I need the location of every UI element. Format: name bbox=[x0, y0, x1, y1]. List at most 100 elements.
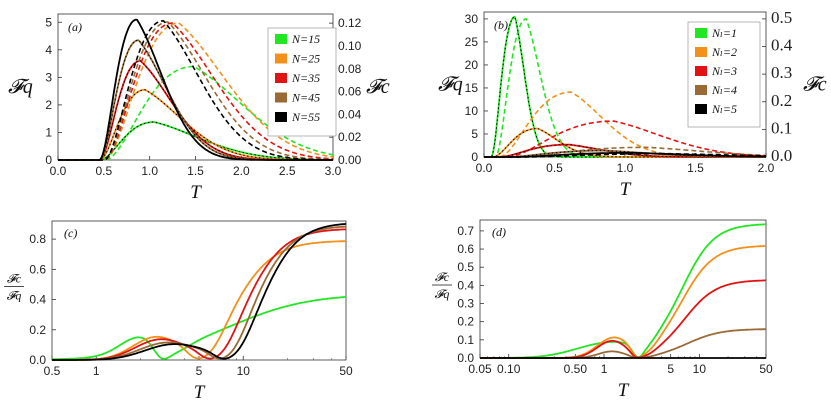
panel-a-ylabel-left: 𝓕q bbox=[8, 76, 33, 98]
panel-d-xlabel: T bbox=[618, 380, 630, 401]
panel-b-series-1-dotted bbox=[484, 128, 766, 158]
panel-a-xtick-label: 1.0 bbox=[141, 164, 158, 178]
panel-a-ylabel-right: 𝓕c bbox=[366, 76, 390, 98]
panel-b-ytick-left-label: 15 bbox=[465, 81, 479, 95]
panel-b-legend-label-0: Nₗ=1 bbox=[711, 26, 737, 40]
panel-b-ytick-right-label: 0.4 bbox=[771, 36, 793, 55]
panel-d-ytick-label: 0.1 bbox=[457, 333, 474, 347]
panel-b-ytick-left-label: 25 bbox=[465, 35, 479, 49]
panel-c-xtick-label: 50 bbox=[339, 364, 353, 378]
panel-a-series-0-dotted bbox=[58, 121, 333, 161]
panel-b-legend-swatch-3 bbox=[695, 85, 707, 95]
panel-b-ytick-right-label: 0.3 bbox=[771, 63, 792, 82]
panel-d-xtick-label: 1 bbox=[601, 362, 608, 376]
panel-b-xtick-label: 0.0 bbox=[476, 161, 493, 175]
panel-b-legend-swatch-2 bbox=[695, 66, 707, 76]
panel-b-legend-label-4: Nₗ=5 bbox=[711, 102, 737, 116]
panel-a-ytick-left-label: 2 bbox=[45, 98, 52, 112]
panel-b-legend-label-3: Nₗ=4 bbox=[711, 83, 737, 97]
panel-b-ylabel-left: 𝓕q bbox=[438, 74, 463, 96]
panel-d-label: (d) bbox=[492, 225, 506, 239]
panel-a-ytick-left-label: 3 bbox=[45, 70, 52, 84]
panel-a-legend-swatch-0 bbox=[275, 34, 287, 44]
panel-d-ytick-label: 0.5 bbox=[457, 260, 474, 274]
panel-b-xtick-label: 1.0 bbox=[617, 161, 634, 175]
panel-a-legend-label-4: N=55 bbox=[291, 110, 320, 124]
panel-d-ytick-label: 0.0 bbox=[457, 351, 474, 365]
panel-b-xtick-label: 2.0 bbox=[758, 161, 775, 175]
panel-a-legend-label-2: N=35 bbox=[291, 71, 320, 85]
panel-d-ytick-label: 0.7 bbox=[457, 224, 474, 238]
panel-a-legend-label-3: N=45 bbox=[291, 91, 320, 105]
panel-b-ytick-right-label: 0.2 bbox=[771, 91, 792, 110]
panel-d-xtick-label: 50 bbox=[759, 362, 773, 376]
panel-a-legend-swatch-4 bbox=[275, 112, 287, 122]
panel-c-label: (c) bbox=[64, 226, 77, 240]
panel-a-label: (a) bbox=[68, 20, 82, 34]
panel-c-xtick-label: 5 bbox=[196, 364, 203, 378]
panel-a-ytick-left-label: 4 bbox=[45, 43, 52, 57]
panel-b-xlabel: T bbox=[620, 179, 632, 200]
panel-c-series-4 bbox=[52, 223, 347, 361]
panel-d-xtick-label: 10 bbox=[693, 362, 707, 376]
panel-a-ytick-right-label: 0.06 bbox=[338, 85, 362, 99]
panel-a-legend-swatch-1 bbox=[275, 53, 287, 64]
panel-a-ytick-right-label: 0.08 bbox=[338, 62, 362, 76]
panel-a-ytick-left-label: 1 bbox=[45, 125, 52, 139]
panel-a-xtick-label: 1.5 bbox=[187, 164, 204, 178]
panel-c-ylabel-denominator: 𝓕q bbox=[7, 289, 22, 303]
panel-b-ytick-right-label: 0.0 bbox=[771, 146, 792, 165]
panel-c-series-0 bbox=[52, 296, 347, 361]
panel-d-frame bbox=[479, 219, 767, 359]
panel-a-xtick-label: 2.0 bbox=[233, 164, 250, 178]
panel-a-ytick-right-label: 0.04 bbox=[338, 107, 362, 121]
panel-a-ytick-right-label: 0.02 bbox=[338, 130, 362, 144]
panel-b-ytick-left-label: 5 bbox=[471, 127, 478, 141]
panel-d-ylabel-denominator: 𝓕q bbox=[435, 287, 450, 301]
panel-c-ytick-label: 0.0 bbox=[29, 353, 46, 367]
panel-d-xtick-label: 0.50 bbox=[564, 362, 588, 376]
panel-a-ytick-right-label: 0.00 bbox=[338, 153, 362, 167]
panel-b-label: (b) bbox=[494, 18, 508, 32]
panel-d-series-1 bbox=[480, 245, 766, 359]
panel-d-series-2 bbox=[480, 279, 766, 359]
panel-b-series-4-dotted bbox=[484, 152, 766, 158]
panel-c-ylabel-numerator: 𝓕c bbox=[7, 272, 22, 286]
panel-b-legend-label-1: Nₗ=2 bbox=[711, 45, 737, 59]
panel-d-xtick-label: 0.05 bbox=[468, 362, 492, 376]
panel-b-legend-swatch-1 bbox=[695, 47, 707, 57]
panel-c-ytick-label: 0.4 bbox=[29, 293, 46, 307]
panel-a-ytick-right-label: 0.10 bbox=[338, 39, 362, 53]
panel-b-ytick-left-label: 30 bbox=[465, 12, 479, 26]
panel-c-xtick-label: 0.5 bbox=[44, 364, 61, 378]
panel-a-legend-swatch-2 bbox=[275, 73, 287, 83]
panel-a-xlabel: T bbox=[190, 182, 202, 203]
panel-a-ytick-left-label: 0 bbox=[45, 153, 52, 167]
panel-b-series-3-fc-dashed bbox=[484, 146, 766, 158]
panel-d-ytick-label: 0.3 bbox=[457, 297, 474, 311]
panel-d-series-0 bbox=[480, 223, 766, 359]
panel-b-ytick-left-label: 10 bbox=[465, 104, 479, 118]
panel-d-xtick-label: 0.10 bbox=[497, 362, 521, 376]
panel-b-series-3-dotted bbox=[484, 150, 766, 158]
panel-c-ytick-label: 0.8 bbox=[29, 232, 46, 246]
panel-d-ylabel-numerator: 𝓕c bbox=[435, 270, 450, 284]
panel-a-series-4-dotted bbox=[58, 19, 333, 161]
panel-b-xtick-label: 0.5 bbox=[546, 161, 563, 175]
panel-a-xtick-label: 0.5 bbox=[95, 164, 112, 178]
panel-a-series-4-fc-dashed bbox=[58, 20, 333, 161]
panel-b-xtick-label: 1.5 bbox=[687, 161, 704, 175]
panel-c-xtick-label: 1 bbox=[93, 364, 100, 378]
panel-a-series-0-fc-dashed bbox=[58, 65, 334, 161]
panel-a-series-2-fc-dashed bbox=[58, 22, 334, 161]
panel-a-legend-label-0: N=15 bbox=[291, 32, 320, 46]
panel-a-legend-label-1: N=25 bbox=[291, 52, 320, 66]
panel-c-ytick-label: 0.6 bbox=[29, 262, 46, 276]
panel-b-legend-swatch-0 bbox=[695, 28, 707, 38]
panel-a-ytick-right-label: 0.12 bbox=[338, 16, 362, 30]
panel-a-xtick-label: 0.0 bbox=[50, 164, 67, 178]
panel-b-legend-label-2: Nₗ=3 bbox=[711, 64, 737, 78]
panel-d-ytick-label: 0.4 bbox=[457, 278, 474, 292]
panel-b-ytick-right-label: 0.1 bbox=[771, 118, 792, 137]
